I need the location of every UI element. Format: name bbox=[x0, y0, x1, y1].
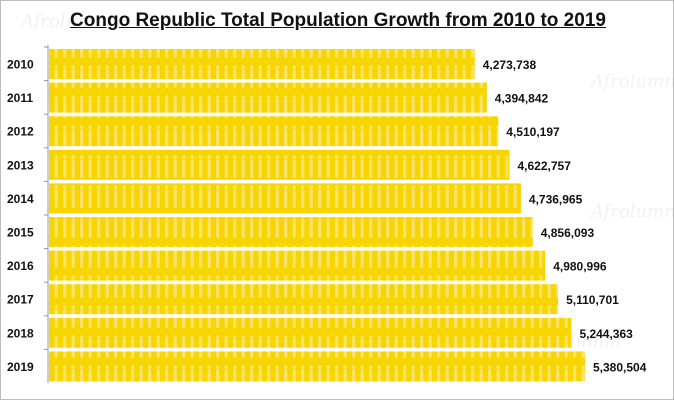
category-label: 2010 bbox=[7, 58, 34, 72]
bar-2011 bbox=[49, 82, 487, 113]
bar-2019 bbox=[49, 351, 585, 382]
bar-2018 bbox=[49, 317, 572, 348]
category-label: 2012 bbox=[7, 125, 34, 139]
data-label: 4,273,738 bbox=[483, 58, 537, 72]
data-label: 4,510,197 bbox=[506, 125, 560, 139]
data-label: 4,394,842 bbox=[495, 92, 549, 106]
data-label: 5,110,701 bbox=[566, 293, 619, 307]
watermark: Afrolumni bbox=[591, 71, 674, 92]
bar-2017 bbox=[49, 284, 559, 315]
category-label: 2017 bbox=[7, 293, 34, 307]
bar-2012 bbox=[49, 116, 499, 147]
bar-2016 bbox=[49, 250, 546, 281]
bar-2010 bbox=[49, 49, 475, 79]
watermark: Afrolumni bbox=[591, 201, 674, 222]
chart-title: Congo Republic Total Population Growth f… bbox=[70, 10, 606, 31]
data-label: 4,856,093 bbox=[541, 226, 595, 240]
data-label: 4,622,757 bbox=[518, 159, 572, 173]
data-label: 4,980,996 bbox=[553, 260, 607, 274]
category-label: 2019 bbox=[7, 360, 34, 374]
category-label: 2015 bbox=[7, 226, 34, 240]
category-label: 2011 bbox=[7, 91, 33, 105]
data-label: 4,736,965 bbox=[529, 192, 583, 206]
bar-2015 bbox=[49, 217, 533, 247]
category-label: 2018 bbox=[7, 326, 34, 340]
data-label: 5,244,363 bbox=[579, 327, 633, 341]
bar-2014 bbox=[49, 183, 521, 214]
category-label: 2016 bbox=[7, 259, 34, 273]
data-label: 5,380,504 bbox=[593, 360, 647, 374]
category-label: 2014 bbox=[7, 192, 34, 206]
watermark: Afrolumni bbox=[21, 11, 112, 32]
bar-2013 bbox=[49, 149, 510, 180]
category-label: 2013 bbox=[7, 158, 34, 172]
